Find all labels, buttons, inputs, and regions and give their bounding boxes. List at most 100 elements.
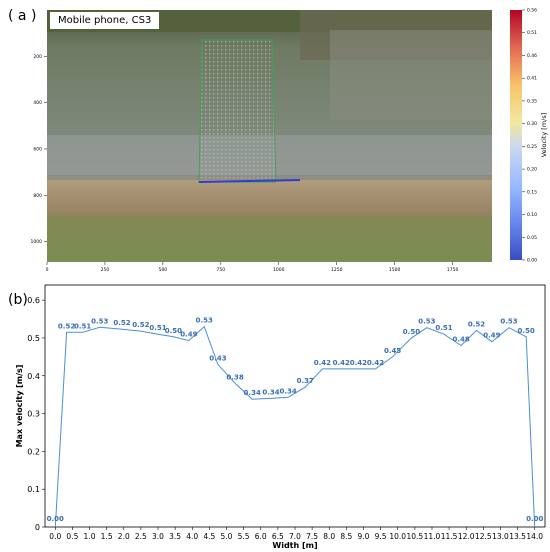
panel-a-label: ( a ) [8, 8, 37, 24]
x-tick-label: 6.5 [272, 532, 284, 541]
photo-y-tick-label: 400 [33, 100, 42, 106]
panel-b-label: (b) [8, 292, 28, 308]
data-label: 0.51 [149, 324, 166, 332]
data-label: 0.34 [280, 387, 297, 395]
x-tick-label: 9.5 [375, 532, 387, 541]
plot-area [44, 284, 546, 528]
y-tick-label: 0.5 [27, 334, 40, 343]
photo-x-tick-label: 1500 [389, 267, 401, 273]
data-label: 0.49 [180, 331, 197, 339]
x-tick-label: 2.0 [118, 532, 130, 541]
x-tick-label: 11.0 [424, 532, 441, 541]
colorbar-tick-label: 0.10 [527, 212, 537, 218]
velocity-chart: 0 0.1 0.2 0.3 0.4 0.5 0.6 0.0 0.5 1.0 1.5 2.0 2.5 3.… [15, 284, 546, 550]
photo-y-ticks: 200 400 600 800 1000 [31, 54, 47, 245]
data-label: 0.37 [297, 377, 314, 385]
panel-a-figure: 0 250 500 750 1000 1250 1500 1750 200 400 600 800 1… [31, 8, 548, 274]
data-label: 0.00 [47, 515, 64, 523]
y-axis-ticks: 0 0.1 0.2 0.3 0.4 0.5 0.6 [27, 296, 45, 532]
x-tick-label: 6.0 [255, 532, 267, 541]
data-label: 0.42 [367, 359, 384, 367]
data-label: 0.00 [526, 515, 543, 523]
colorbar-label: Velocity [m/s] [540, 113, 548, 158]
data-label: 0.42 [333, 359, 350, 367]
photo-y-tick-label: 600 [33, 146, 42, 152]
colorbar-ticks: 0.00 0.05 0.10 0.15 0.20 0.25 0.30 0.35 0.41 0.46… [522, 8, 537, 264]
data-label: 0.52 [58, 322, 75, 330]
x-tick-label: 4.0 [186, 532, 198, 541]
data-label: 0.53 [500, 318, 517, 326]
y-tick-label: 0 [35, 523, 40, 532]
colorbar-tick-label: 0.05 [527, 235, 537, 241]
photo-x-tick-label: 1250 [331, 267, 343, 273]
x-tick-label: 2.5 [135, 532, 147, 541]
photo-y-tick-label: 1000 [31, 239, 43, 245]
x-tick-label: 13.0 [492, 532, 509, 541]
x-tick-label: 8.5 [340, 532, 352, 541]
colorbar-tick-label: 0.15 [527, 189, 537, 195]
x-tick-label: 1.0 [84, 532, 96, 541]
x-tick-label: 10.0 [389, 532, 406, 541]
colorbar-tick-label: 0.41 [527, 76, 537, 82]
data-label: 0.38 [226, 373, 243, 381]
x-tick-label: 0.5 [66, 532, 78, 541]
colorbar-tick-label: 0.56 [527, 8, 537, 14]
photo-x-tick-label: 500 [159, 267, 168, 273]
x-tick-label: 14.0 [526, 532, 543, 541]
y-tick-label: 0.1 [27, 485, 40, 494]
colorbar-tick-label: 0.00 [527, 258, 537, 264]
data-label: 0.48 [452, 336, 469, 344]
x-tick-label: 9.0 [358, 532, 370, 541]
x-tick-label: 0.0 [49, 532, 61, 541]
data-label: 0.52 [113, 319, 130, 327]
data-label: 0.50 [518, 327, 535, 335]
data-labels: 0.000.520.510.53 0.52 0.52 0.510.500.490.53… [47, 317, 544, 523]
data-label: 0.52 [132, 321, 149, 329]
y-axis-label: Max velocity [m/s] [15, 365, 24, 448]
y-tick-label: 0.3 [27, 410, 40, 419]
data-label: 0.42 [350, 359, 367, 367]
photo-y-tick-label: 200 [33, 54, 42, 60]
photo-x-ticks: 0 250 500 750 1000 1250 1500 1750 [46, 262, 458, 273]
data-label: 0.53 [91, 317, 108, 325]
colorbar-tick-label: 0.51 [527, 30, 537, 36]
data-label: 0.51 [435, 324, 452, 332]
colorbar-tick-label: 0.30 [527, 121, 537, 127]
x-tick-label: 7.5 [306, 532, 318, 541]
data-label: 0.45 [384, 347, 401, 355]
data-label: 0.34 [244, 389, 261, 397]
x-tick-label: 3.0 [152, 532, 164, 541]
x-tick-label: 1.5 [101, 532, 113, 541]
x-tick-label: 4.5 [203, 532, 215, 541]
x-axis-ticks: 0.0 0.5 1.0 1.5 2.0 2.5 3.0 3.5 4.0 4.5 5.0 5.5 6.0 6… [49, 527, 543, 541]
photo-y-tick-label: 800 [33, 193, 42, 199]
x-tick-label: 10.5 [407, 532, 424, 541]
data-label: 0.34 [262, 388, 279, 396]
photo-x-tick-label: 0 [46, 267, 49, 273]
data-label: 0.51 [74, 322, 91, 330]
colorbar-tick-label: 0.46 [527, 53, 537, 59]
x-tick-label: 5.5 [238, 532, 250, 541]
x-axis-label: Width [m] [272, 541, 317, 550]
colorbar-tick-label: 0.20 [527, 167, 537, 173]
max-velocity-line [54, 325, 536, 528]
x-tick-label: 11.5 [441, 532, 458, 541]
photo-x-tick-label: 1000 [273, 267, 285, 273]
photo-x-tick-label: 750 [217, 267, 226, 273]
y-tick-label: 0.6 [27, 296, 40, 305]
colorbar-tick-label: 0.25 [527, 144, 537, 150]
data-label: 0.53 [418, 318, 435, 326]
data-label: 0.52 [468, 320, 485, 328]
data-label: 0.50 [403, 328, 420, 336]
data-label: 0.49 [483, 332, 500, 340]
colorbar [510, 10, 522, 260]
data-label: 0.50 [165, 327, 182, 335]
colorbar-tick-label: 0.35 [527, 98, 537, 104]
x-tick-label: 3.5 [169, 532, 181, 541]
photo-x-tick-label: 250 [101, 267, 110, 273]
x-tick-label: 12.0 [458, 532, 475, 541]
x-tick-label: 8.0 [323, 532, 335, 541]
y-tick-label: 0.4 [27, 372, 40, 381]
x-tick-label: 12.5 [475, 532, 492, 541]
x-tick-label: 7.0 [289, 532, 301, 541]
